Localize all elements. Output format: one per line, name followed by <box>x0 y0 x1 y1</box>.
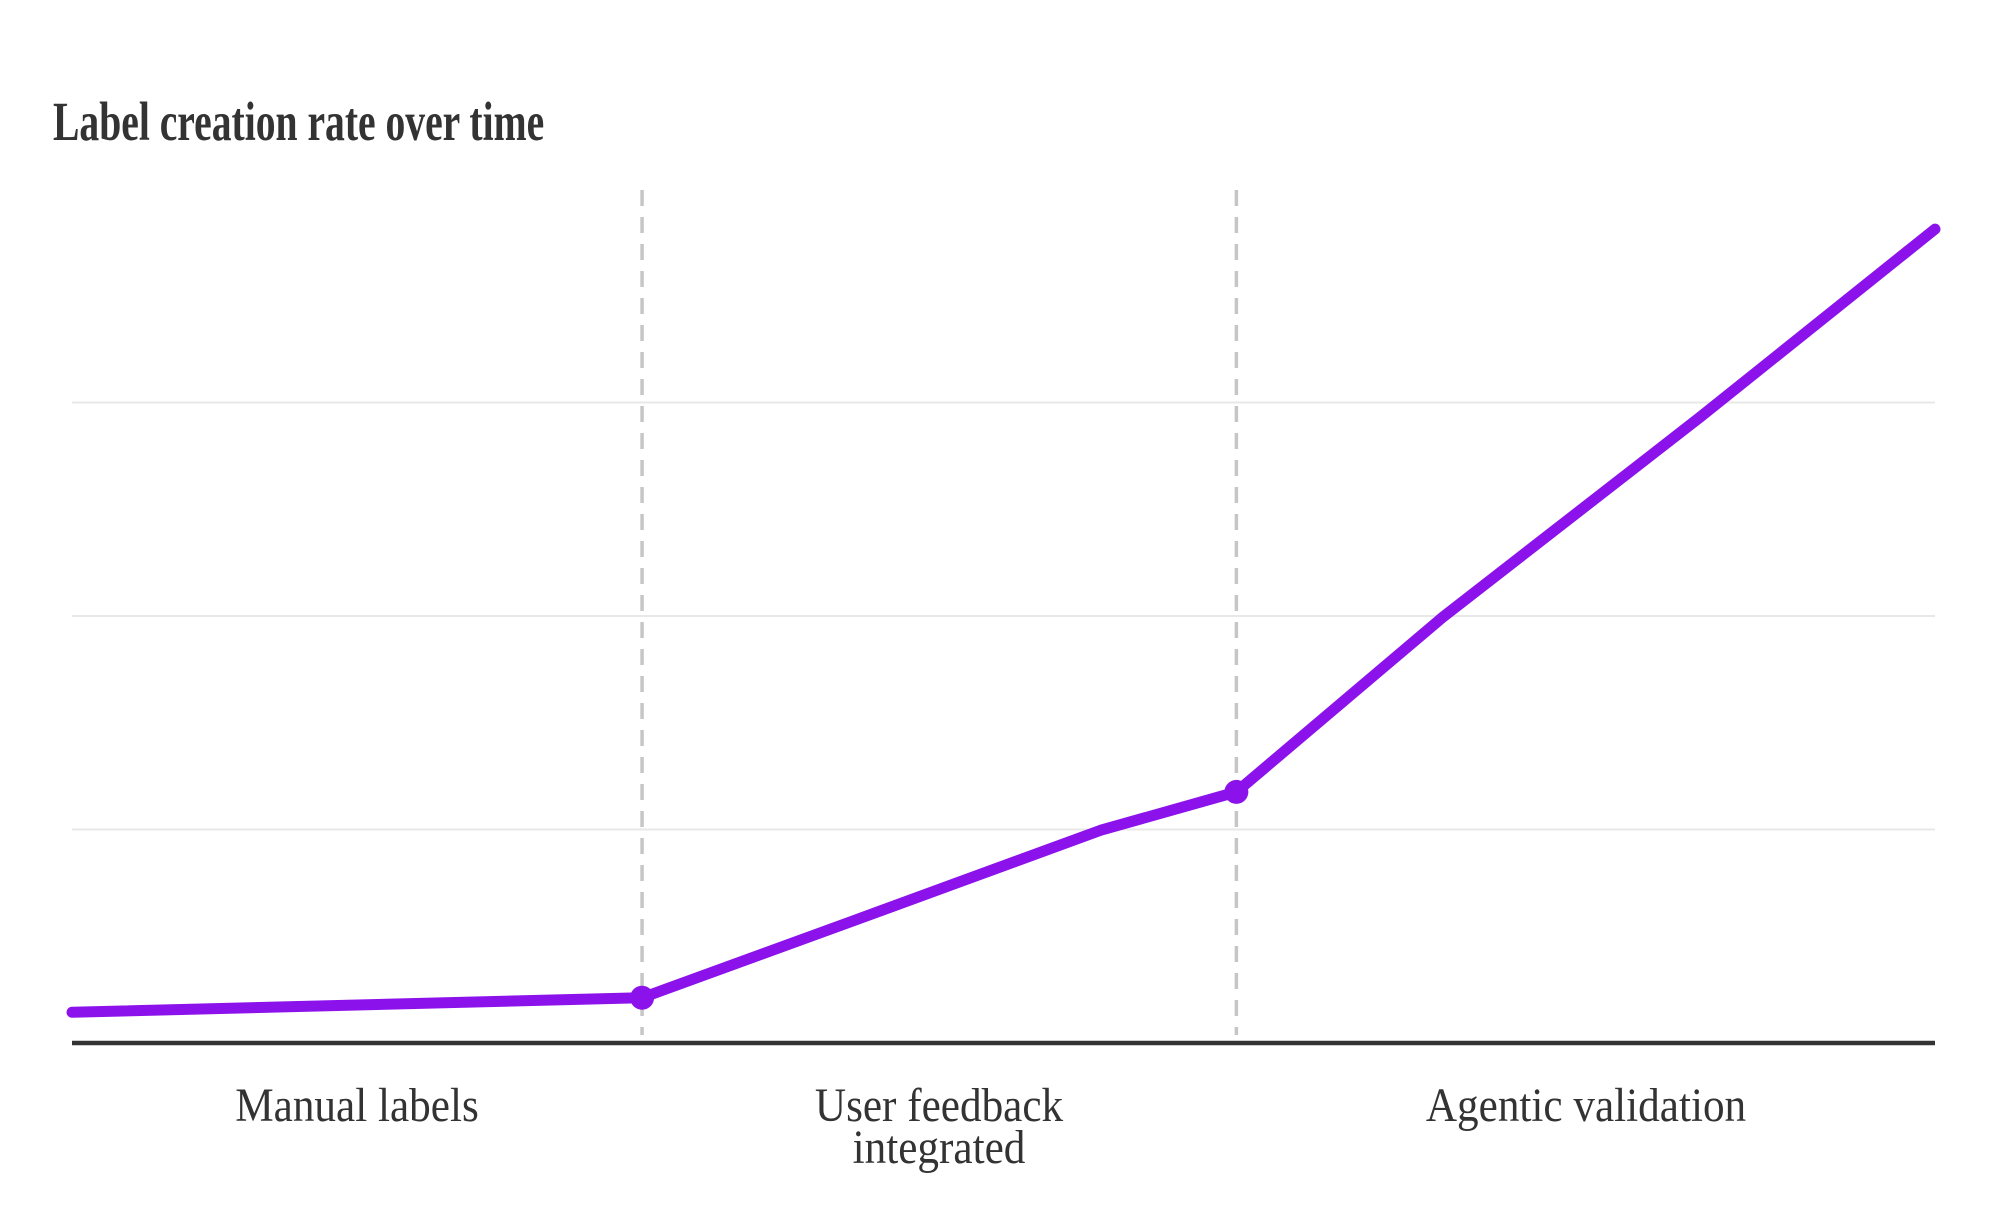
x-axis-label-manual-labels: Manual labels <box>235 1079 479 1132</box>
data-point-marker <box>1224 779 1249 804</box>
series-line <box>66 223 1941 1018</box>
x-axis-label-agentic-validation: Agentic validation <box>1425 1079 1746 1132</box>
chart-title: Label creation rate over time <box>53 91 545 152</box>
data-point-marker <box>630 985 655 1010</box>
x-axis-label-user-feedback-integrated: User feedback integrated <box>815 1079 1064 1174</box>
